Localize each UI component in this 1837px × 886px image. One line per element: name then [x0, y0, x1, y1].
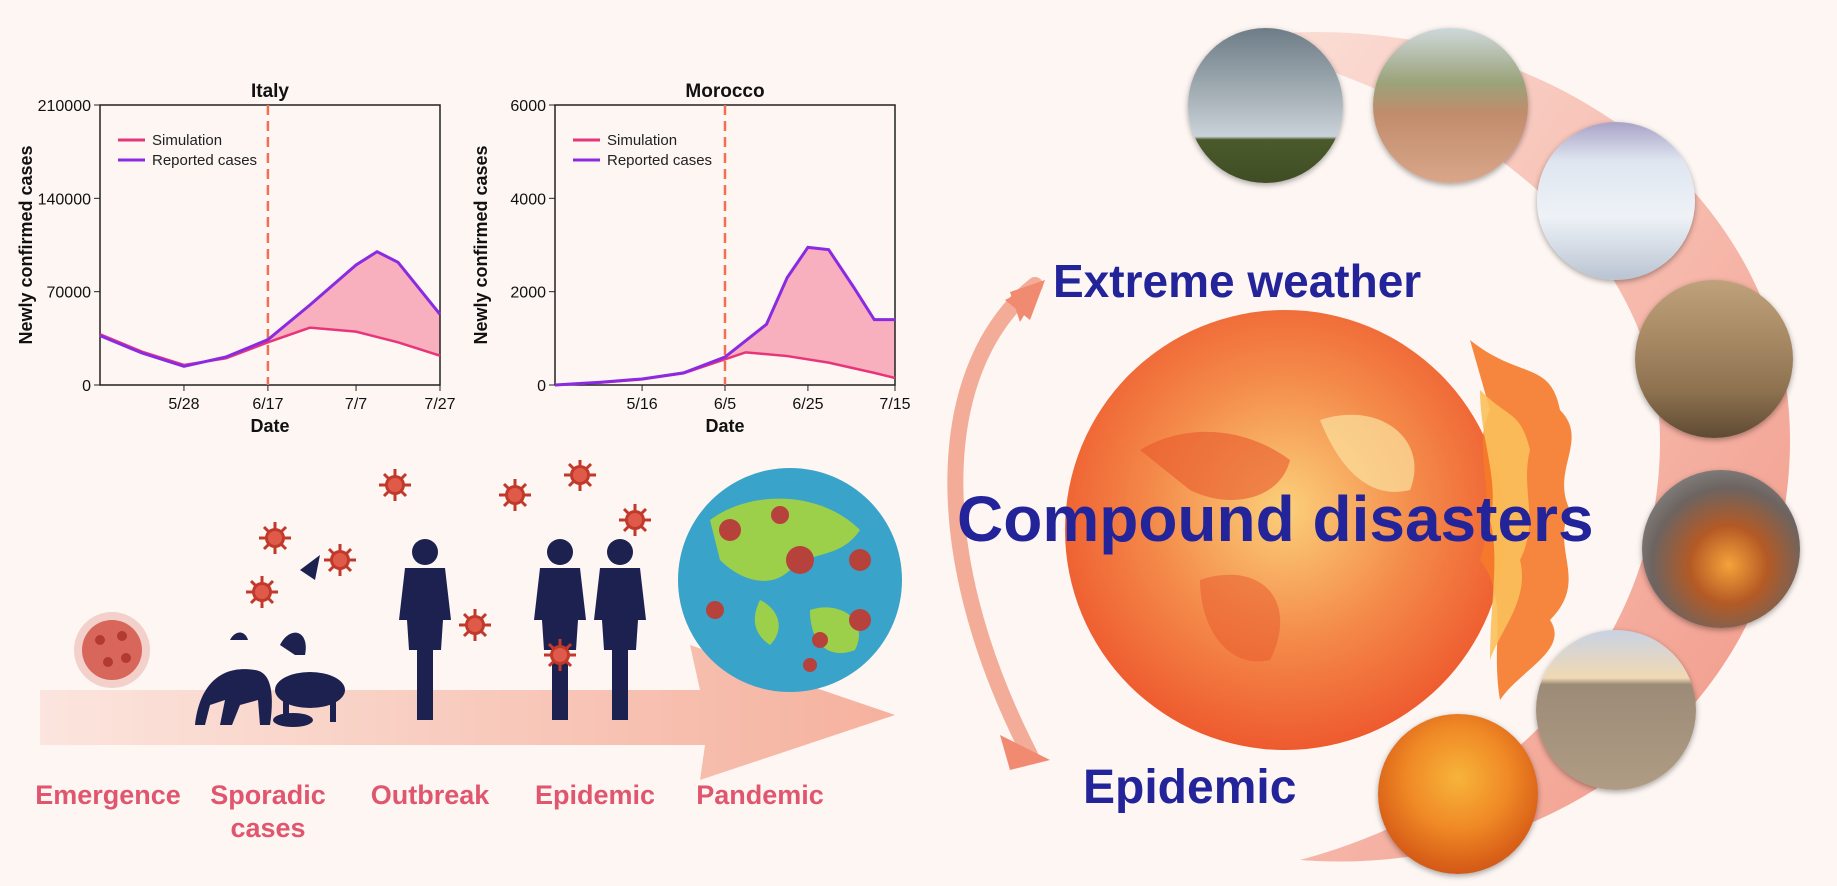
- legend-label: Reported cases: [152, 152, 257, 169]
- x-tick-label: 5/16: [627, 396, 658, 413]
- ice-photo: [1537, 122, 1695, 280]
- y-tick-label: 0: [537, 378, 546, 395]
- progression-arrow: [40, 645, 895, 780]
- x-tick-label: 5/28: [168, 396, 199, 413]
- stage-icons: [74, 460, 653, 727]
- x-tick-label: 6/25: [792, 396, 823, 413]
- morocco-chart: Morocco 0 2000 4000 6000 5/16 6/5 6/25 7/15 Date N…: [471, 81, 911, 436]
- burning-earth-icon: [1065, 310, 1572, 750]
- tornado-photo: [1188, 28, 1343, 183]
- reported-line: [554, 245, 895, 387]
- x-tick-label: 6/17: [252, 396, 283, 413]
- heatwave-photo: [1378, 714, 1538, 874]
- y-axis-label: Newly confirmed cases: [471, 145, 491, 344]
- animal-hosts-icon: [195, 555, 345, 727]
- x-tick-label: 7/7: [345, 396, 367, 413]
- plot-frame: [99, 104, 441, 386]
- difference-area: [267, 251, 440, 356]
- y-axis-label: Newly confirmed cases: [16, 145, 36, 344]
- y-tick-label: 4000: [510, 191, 546, 208]
- globe-icon: [678, 468, 902, 692]
- stage-sporadic-cases: Sporadic cases: [210, 780, 326, 843]
- flood-photo: [1373, 28, 1528, 183]
- difference-area: [725, 247, 895, 378]
- x-tick-label: 6/5: [714, 396, 736, 413]
- x-axis-label: Date: [705, 416, 744, 436]
- x-tick-label: 7/27: [424, 396, 455, 413]
- chart-title: Morocco: [685, 81, 764, 102]
- stage-pandemic: Pandemic: [696, 780, 824, 810]
- stage-epidemic: Epidemic: [534, 780, 656, 810]
- headline-epidemic: Epidemic: [1083, 761, 1297, 814]
- legend-label: Simulation: [607, 132, 677, 149]
- legend-label: Reported cases: [607, 152, 712, 169]
- headline-compound-disasters: Compound disasters: [957, 483, 1594, 555]
- headline-extreme-weather: Extreme weather: [1053, 255, 1422, 307]
- legend-label: Simulation: [152, 132, 222, 149]
- y-tick-label: 2000: [510, 285, 546, 302]
- y-tick-label: 210000: [38, 98, 91, 115]
- y-tick-label: 6000: [510, 98, 546, 115]
- italy-chart: Italy 0 70000 140000 210000 5/28 6/17 7/7 7/27 Da…: [16, 81, 456, 436]
- y-tick-label: 0: [82, 378, 91, 395]
- chart-title: Italy: [251, 81, 289, 102]
- wildfire-photo: [1642, 470, 1800, 628]
- x-tick-label: 7/15: [879, 396, 910, 413]
- stage-emergence: Emergence: [35, 780, 181, 810]
- emergence-virus-icon: [74, 612, 150, 688]
- stage-outbreak: Outbreak: [370, 780, 490, 810]
- drought-photo: [1536, 630, 1696, 790]
- reported-line: [99, 249, 442, 368]
- y-tick-label: 140000: [38, 191, 91, 208]
- dust-storm-photo: [1635, 280, 1793, 438]
- y-tick-label: 70000: [47, 285, 92, 302]
- x-axis-label: Date: [250, 416, 289, 436]
